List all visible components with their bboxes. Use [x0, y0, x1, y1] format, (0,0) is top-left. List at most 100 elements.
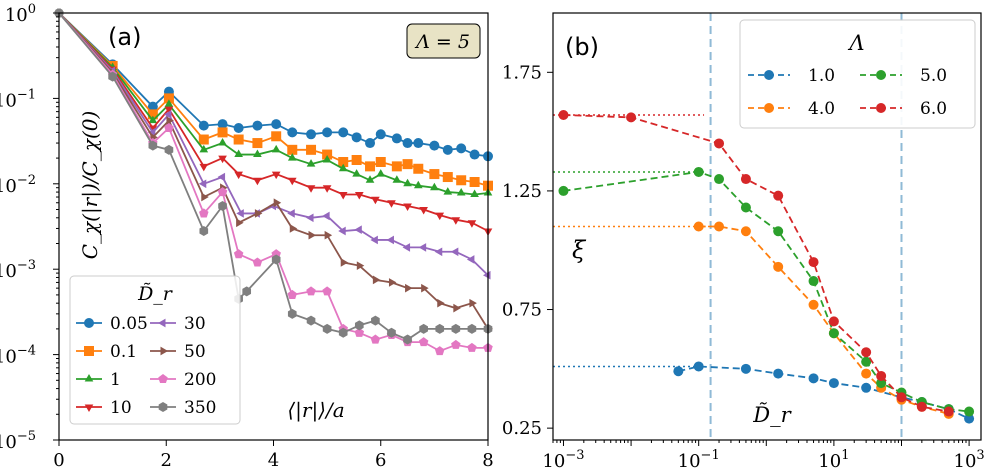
x-tick-label: 2	[161, 450, 172, 471]
data-point	[876, 370, 887, 381]
data-point	[388, 278, 397, 287]
data-point	[164, 99, 174, 107]
data-point	[673, 366, 684, 377]
data-point	[148, 115, 158, 124]
data-point	[322, 149, 333, 160]
data-point	[199, 163, 209, 172]
data-point	[861, 356, 872, 367]
data-point	[147, 101, 158, 112]
data-point	[435, 323, 445, 334]
data-point	[450, 247, 459, 257]
data-point	[365, 175, 375, 183]
legend-marker	[158, 374, 168, 384]
data-point	[273, 198, 282, 208]
data-point	[714, 138, 725, 149]
data-point	[271, 144, 281, 153]
data-point	[442, 144, 453, 155]
data-point	[236, 218, 244, 228]
legend-entry-0.05: 0.05	[76, 314, 148, 334]
data-point	[418, 243, 427, 252]
data-point	[370, 235, 378, 245]
data-point	[451, 323, 461, 334]
data-point	[435, 212, 445, 221]
y-axis-label: ξ	[572, 236, 587, 264]
data-point	[442, 172, 453, 183]
data-point	[242, 286, 252, 297]
y-tick-label: 0.75	[502, 300, 542, 321]
data-point	[693, 166, 704, 177]
legend-label: 0.1	[110, 342, 137, 362]
data-point	[443, 187, 453, 195]
series-5.0	[553, 166, 975, 417]
data-point	[217, 172, 226, 182]
data-point	[234, 171, 243, 180]
data-point	[964, 413, 975, 424]
axes-frame	[552, 12, 982, 441]
data-point	[163, 110, 172, 119]
data-point	[338, 163, 348, 172]
data-point	[456, 188, 466, 196]
data-point	[234, 149, 243, 158]
legend-label: 4.0	[808, 99, 835, 119]
data-point	[148, 140, 158, 151]
data-point	[773, 226, 784, 237]
legend-entry-10: 10	[76, 398, 132, 418]
data-point	[254, 209, 263, 218]
data-point	[451, 339, 461, 349]
series-line-30	[58, 12, 489, 276]
legend-label: 30	[184, 314, 206, 334]
panel-b: 10−3 10−1 101 103 0.25 0.75 1.25 1.75 ξ D̃_r (b) Λ1…	[502, 12, 985, 472]
x-tick-label: 4	[268, 450, 279, 471]
data-point	[430, 182, 439, 191]
data-point	[252, 257, 263, 267]
y-tick-label: 0.25	[502, 418, 542, 439]
data-point	[166, 116, 174, 125]
data-point	[773, 190, 784, 201]
data-point	[365, 161, 376, 172]
x-axis-label: ⟨|r|⟩/a	[287, 398, 344, 423]
data-point	[421, 283, 429, 293]
data-point	[308, 230, 317, 240]
data-point	[402, 159, 413, 170]
data-point	[740, 202, 751, 213]
data-point	[287, 209, 295, 218]
series-350	[54, 8, 493, 345]
legend-label: 350	[184, 398, 216, 418]
data-point	[372, 275, 381, 285]
data-point	[828, 328, 839, 339]
data-point	[218, 138, 227, 146]
annotation-text: Λ = 5	[414, 31, 470, 53]
data-point	[164, 144, 174, 155]
legend-label: 50	[184, 342, 206, 362]
data-point	[338, 191, 348, 200]
data-point	[808, 373, 819, 384]
data-point	[429, 140, 440, 151]
legend-entry-4.0: 4.0	[748, 99, 835, 119]
data-point	[387, 327, 396, 338]
x-tick-label: 101	[818, 448, 849, 472]
data-point	[365, 138, 376, 149]
data-point	[199, 208, 209, 218]
data-point	[861, 382, 872, 393]
data-point	[354, 327, 365, 337]
data-point	[469, 176, 480, 187]
data-point	[403, 178, 412, 187]
series-line-5.0	[563, 171, 970, 413]
legend-entry-6.0: 6.0	[860, 99, 947, 119]
data-point	[828, 316, 839, 327]
data-point	[352, 169, 361, 177]
data-point	[370, 334, 381, 344]
series-line-10	[58, 12, 489, 232]
legend-marker	[764, 103, 774, 113]
data-point	[451, 217, 461, 225]
data-point	[453, 303, 461, 313]
data-point	[392, 175, 402, 183]
data-point	[626, 112, 637, 123]
data-point	[469, 149, 480, 160]
x-tick-label: 6	[375, 450, 386, 471]
data-point	[375, 156, 386, 167]
data-point	[391, 133, 402, 144]
x-axis-label: D̃_r	[752, 403, 792, 427]
legend-marker	[84, 346, 94, 356]
data-point	[198, 134, 209, 145]
